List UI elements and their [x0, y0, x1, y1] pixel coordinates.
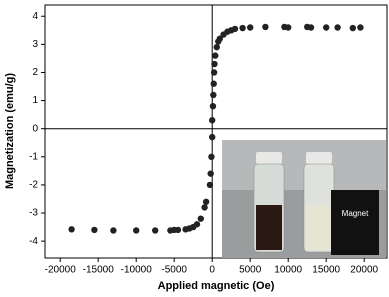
data-point	[307, 24, 315, 31]
y-axis-title: Magnetization (emu/g)	[4, 73, 16, 189]
x-tick-label: 0	[209, 265, 215, 276]
data-point	[216, 35, 223, 42]
x-tick-label: 15000	[312, 265, 340, 276]
y-tick-label: 1	[32, 95, 38, 106]
data-point	[208, 153, 215, 160]
x-tick-label: 5000	[239, 265, 262, 276]
data-point	[212, 52, 219, 59]
data-point	[91, 226, 98, 234]
x-tick-label: 10000	[274, 265, 302, 276]
data-point	[357, 24, 364, 31]
y-tick-label: 2	[32, 67, 38, 78]
data-point	[239, 24, 246, 32]
data-point	[285, 24, 292, 31]
data-point	[349, 24, 356, 32]
data-point	[207, 170, 214, 177]
data-point	[193, 221, 201, 228]
x-tick-label: -15000	[83, 265, 115, 276]
y-tick-label: -2	[29, 180, 38, 191]
x-tick-label: -10000	[121, 265, 153, 276]
y-tick-label: 4	[32, 11, 38, 22]
data-point	[210, 69, 218, 76]
data-point	[211, 60, 218, 68]
data-point	[133, 227, 140, 234]
data-point	[334, 24, 341, 31]
data-point	[323, 24, 330, 31]
data-point	[210, 80, 217, 87]
y-tick-label: -1	[29, 151, 38, 162]
plot-frame	[44, 4, 388, 259]
data-point	[201, 204, 208, 211]
data-point	[68, 226, 75, 233]
data-point	[247, 24, 254, 31]
data-point	[197, 215, 204, 222]
data-point	[209, 133, 216, 141]
data-point	[174, 226, 182, 234]
x-tick-label: -5000	[161, 265, 187, 276]
y-tick-label: -3	[29, 208, 38, 219]
data-point	[210, 91, 217, 99]
data-point	[206, 181, 214, 189]
y-tick-label: 3	[32, 39, 38, 50]
data-point	[213, 43, 220, 51]
data-point	[262, 23, 269, 31]
y-tick-label: -4	[29, 236, 38, 247]
data-point	[231, 25, 239, 33]
data-point	[152, 227, 159, 234]
y-tick-label: 0	[32, 123, 38, 134]
x-tick-label: 20000	[350, 265, 378, 276]
data-point	[110, 227, 117, 234]
x-axis-title: Applied magnetic (Oe)	[158, 280, 275, 292]
inset-photo	[222, 140, 386, 258]
data-point	[209, 117, 216, 124]
data-point	[202, 198, 210, 205]
inset-label: Magnet	[342, 209, 369, 218]
x-tick-label: -20000	[45, 265, 77, 276]
data-point	[209, 103, 217, 110]
